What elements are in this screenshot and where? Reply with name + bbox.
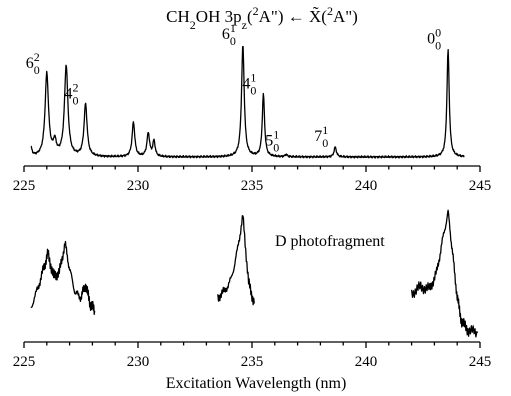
d-photofragment-segment: [217, 215, 255, 306]
chart-title: CH2OH 3pz(2A") ← X̃(2A"): [166, 4, 358, 32]
peak-label: 00 0: [427, 25, 441, 52]
upper-tick-label: 225: [13, 178, 36, 194]
peak-label: 71 0: [314, 123, 328, 150]
upper-tick-label: 235: [241, 178, 264, 194]
lower-tick-label: 235: [241, 354, 264, 370]
lower-tick-label: 240: [355, 354, 378, 370]
upper-peak-labels: 62 0 42 0 61 0 41 0 51 0 71 0 00 0: [26, 21, 441, 154]
lower-tick-label: 245: [469, 354, 492, 370]
peak-label: 62 0: [26, 50, 40, 77]
upper-tick-label: 230: [127, 178, 150, 194]
d-photofragment-segment: [30, 240, 96, 315]
d-photofragment-label: D photofragment: [275, 233, 385, 250]
peak-label: 51 0: [265, 127, 279, 154]
upper-tick-label: 240: [355, 178, 378, 194]
x-axis-label: Excitation Wavelength (nm): [166, 375, 347, 392]
lower-tick-label: 230: [127, 354, 150, 370]
upper-tick-label: 245: [469, 178, 492, 194]
peak-label: 61 0: [222, 21, 236, 48]
upper-spectrum-trace: [30, 45, 465, 159]
upper-axis-ticks: 225 230 235 240 245: [13, 166, 492, 194]
lower-tick-label: 225: [13, 354, 36, 370]
lower-spectrum-traces: [30, 209, 479, 338]
peak-label: 42 0: [65, 80, 79, 107]
lower-axis-ticks: 225 230 235 240 245: [13, 342, 492, 370]
d-photofragment-segment: [410, 209, 479, 338]
lower-spectrum-panel: 225 230 235 240 245 D photofragment: [13, 209, 492, 370]
upper-spectrum-panel: 225 230 235 240 245 62 0 42 0 61 0 41 0 51 0 71 0 00 0: [13, 21, 492, 194]
peak-label: 41 0: [242, 70, 256, 97]
